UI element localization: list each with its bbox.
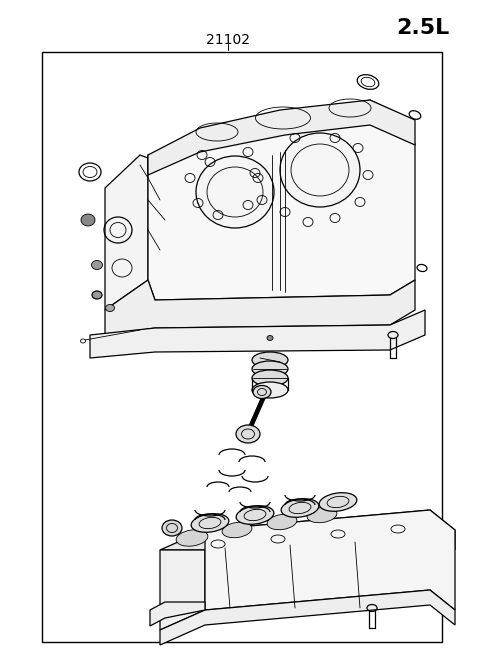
Ellipse shape <box>191 514 229 532</box>
Polygon shape <box>160 590 455 645</box>
Polygon shape <box>205 510 455 610</box>
Polygon shape <box>160 510 455 550</box>
Ellipse shape <box>92 291 102 299</box>
Ellipse shape <box>236 425 260 443</box>
Polygon shape <box>160 550 205 630</box>
Bar <box>42 52 442 642</box>
Text: 2.5L: 2.5L <box>397 18 450 38</box>
Ellipse shape <box>252 361 288 377</box>
Ellipse shape <box>307 507 337 523</box>
Ellipse shape <box>106 304 115 311</box>
Polygon shape <box>105 280 415 335</box>
Ellipse shape <box>267 336 273 340</box>
Text: 21102: 21102 <box>206 33 250 47</box>
Ellipse shape <box>253 386 271 399</box>
Ellipse shape <box>252 370 288 386</box>
Ellipse shape <box>92 260 103 269</box>
Polygon shape <box>148 100 415 175</box>
Ellipse shape <box>252 352 288 368</box>
Ellipse shape <box>81 214 95 226</box>
Polygon shape <box>148 100 415 300</box>
Polygon shape <box>90 310 425 358</box>
Ellipse shape <box>222 522 252 537</box>
Polygon shape <box>105 155 148 310</box>
Ellipse shape <box>280 133 360 207</box>
Polygon shape <box>150 602 205 626</box>
Ellipse shape <box>176 530 208 546</box>
Ellipse shape <box>252 382 288 398</box>
Ellipse shape <box>319 493 357 511</box>
Ellipse shape <box>162 520 182 536</box>
Ellipse shape <box>281 499 319 517</box>
Ellipse shape <box>267 514 297 530</box>
Ellipse shape <box>196 156 274 228</box>
Ellipse shape <box>81 339 85 343</box>
Ellipse shape <box>236 506 274 524</box>
